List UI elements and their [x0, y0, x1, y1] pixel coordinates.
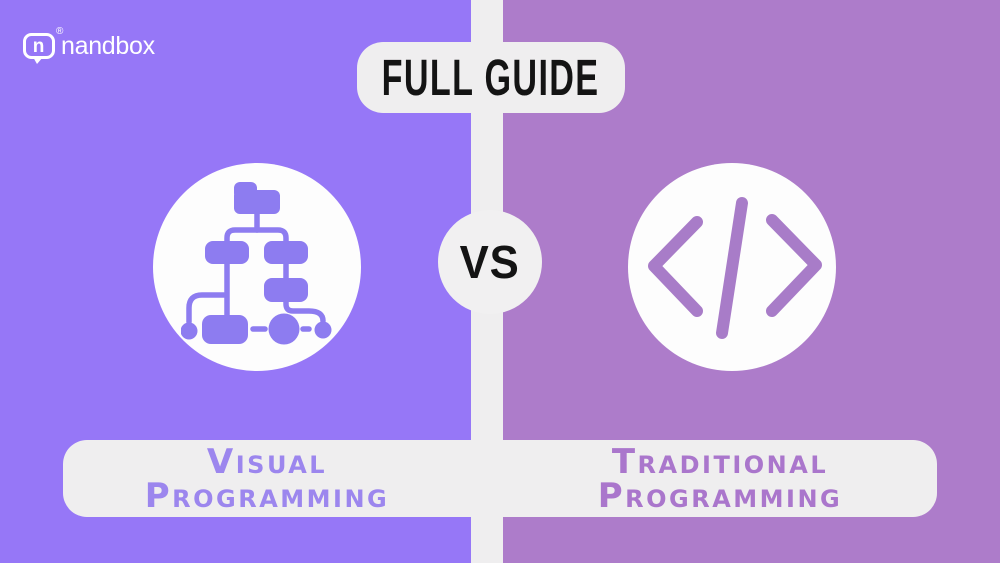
traditional-programming-circle	[628, 163, 836, 371]
title-bar: Visual Programming Traditional Programmi…	[63, 440, 937, 517]
speech-bubble-icon	[23, 33, 55, 64]
nandbox-bubble-icon: n	[23, 33, 55, 65]
flowchart-icon	[181, 182, 332, 345]
right-title: Traditional Programming	[503, 440, 937, 517]
vs-label: VS	[459, 236, 521, 288]
left-title: Visual Programming	[63, 440, 471, 517]
title-line: Traditional	[611, 441, 829, 482]
title-line: Programming	[144, 475, 390, 516]
title-line: Visual	[206, 441, 328, 482]
code-icon	[648, 197, 822, 339]
registered-mark: ®	[56, 26, 64, 37]
visual-programming-circle	[153, 163, 361, 371]
brand-logo: n ® nandbox	[23, 26, 223, 71]
brand-letter: n	[32, 36, 45, 57]
badge-label: FULL GUIDE	[382, 49, 600, 106]
brand-name: nandbox	[61, 32, 155, 60]
title-line: Programming	[597, 475, 843, 516]
vs-badge: VS	[438, 210, 542, 314]
full-guide-badge: FULL GUIDE	[357, 42, 625, 113]
